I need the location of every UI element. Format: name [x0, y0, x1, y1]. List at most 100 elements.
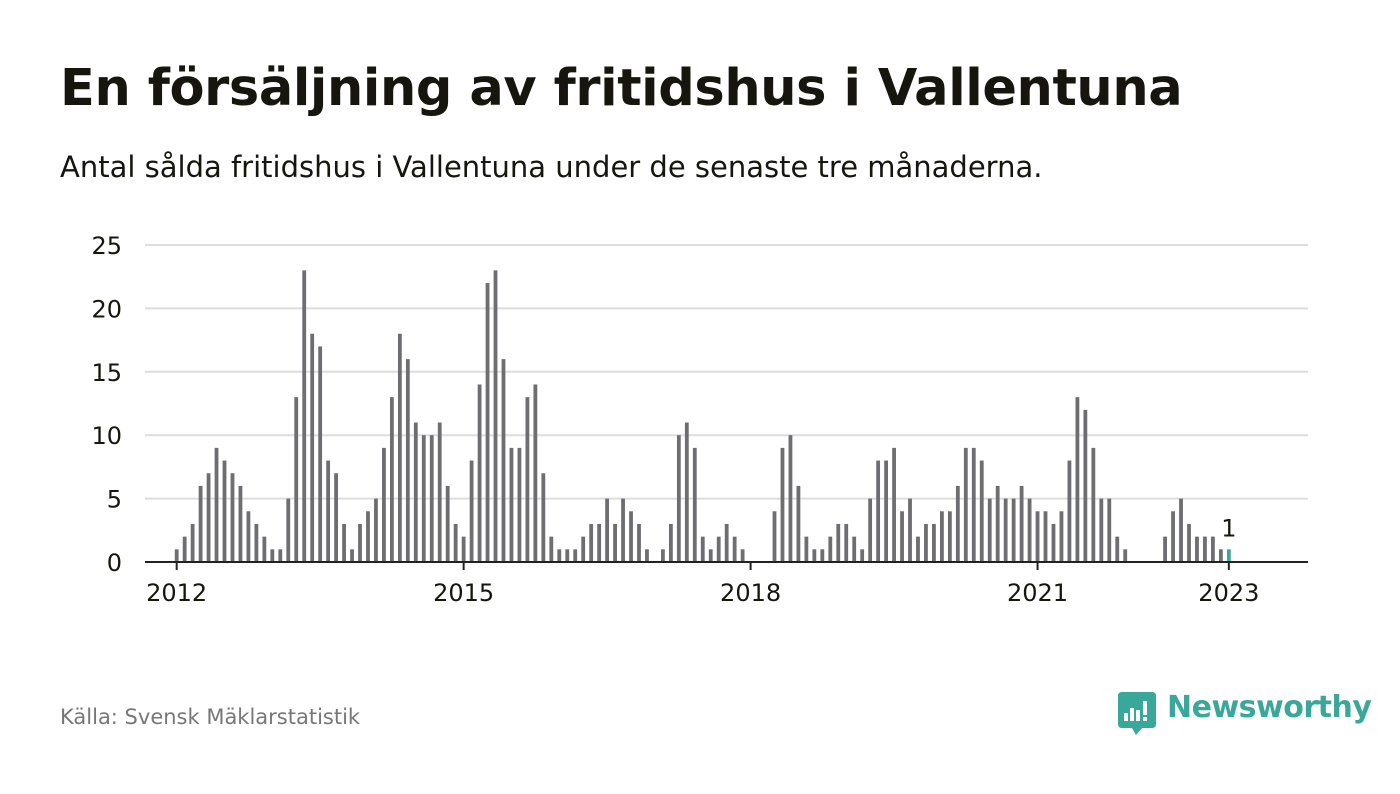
bar — [1067, 460, 1072, 562]
bar — [987, 498, 992, 562]
bar — [1083, 409, 1088, 562]
bar — [549, 536, 554, 562]
bar — [1043, 511, 1048, 562]
bar — [979, 460, 984, 562]
bar — [1115, 536, 1120, 562]
bar — [637, 523, 641, 562]
bar — [445, 485, 450, 562]
bar — [645, 549, 649, 562]
bar — [358, 523, 362, 562]
bar — [708, 549, 713, 562]
x-tick-label: 2015 — [433, 579, 494, 607]
bar — [469, 460, 474, 562]
bar — [270, 549, 275, 562]
bar — [716, 536, 721, 562]
bar — [780, 447, 785, 562]
bar — [668, 523, 673, 562]
bar — [453, 523, 458, 562]
bar — [509, 447, 514, 562]
bar — [389, 397, 394, 562]
bar — [613, 523, 617, 562]
x-tick-label: 2021 — [1007, 579, 1068, 607]
bar — [955, 485, 960, 562]
source-note: Källa: Svensk Mäklarstatistik — [60, 705, 361, 729]
bar — [573, 549, 578, 562]
bar — [796, 485, 801, 562]
bar — [405, 359, 410, 562]
bar — [397, 333, 402, 562]
bar — [860, 549, 865, 562]
bar — [517, 447, 522, 562]
bar — [437, 422, 442, 562]
bar — [1011, 498, 1016, 562]
bar — [852, 536, 857, 562]
bar — [374, 498, 378, 562]
y-tick-label: 0 — [107, 549, 122, 577]
bar — [1075, 397, 1080, 562]
bar — [182, 536, 187, 562]
bar — [868, 498, 873, 562]
bar — [366, 511, 370, 562]
bar — [836, 523, 841, 562]
bar — [174, 549, 179, 562]
bar — [597, 523, 602, 562]
bar — [1163, 536, 1167, 562]
bar — [1171, 511, 1175, 562]
bar — [1003, 498, 1008, 562]
bar — [302, 270, 307, 562]
bar — [804, 536, 809, 562]
bar — [876, 460, 881, 562]
bar — [254, 523, 259, 562]
bar — [947, 511, 952, 562]
bar — [1226, 549, 1231, 562]
bar — [892, 447, 896, 562]
bar — [525, 397, 530, 562]
bar — [382, 447, 386, 562]
bar — [908, 498, 912, 562]
data-label: 1 — [1221, 514, 1236, 542]
bar — [350, 549, 354, 562]
bar — [916, 536, 920, 562]
bar — [1099, 498, 1104, 562]
y-tick-label: 25 — [91, 232, 122, 260]
bar — [262, 536, 267, 562]
bar — [884, 460, 888, 562]
bar — [493, 270, 498, 562]
bar — [844, 523, 849, 562]
bar — [1059, 511, 1064, 562]
bar — [971, 447, 976, 562]
bar — [963, 447, 968, 562]
x-tick-label: 2012 — [146, 579, 207, 607]
bar — [900, 511, 904, 562]
bar — [629, 511, 633, 562]
bar — [676, 435, 681, 562]
bar — [1019, 485, 1024, 562]
bar — [1195, 536, 1199, 562]
bar — [772, 511, 777, 562]
bar — [1203, 536, 1207, 562]
bar — [692, 447, 697, 562]
bar — [924, 523, 928, 562]
bar — [326, 460, 331, 562]
bar — [429, 435, 434, 562]
bar — [684, 422, 689, 562]
bar — [788, 435, 793, 562]
bar — [589, 523, 594, 562]
bar — [533, 384, 538, 562]
newsworthy-logo-text: Newsworthy — [1167, 690, 1372, 725]
bar — [190, 523, 195, 562]
bar — [541, 473, 546, 562]
bar — [740, 549, 745, 562]
bar — [812, 549, 817, 562]
bar — [230, 473, 235, 562]
bar — [732, 536, 737, 562]
bar — [1035, 511, 1040, 562]
bar — [485, 283, 490, 562]
x-tick-label: 2023 — [1198, 579, 1259, 607]
bar — [1107, 498, 1112, 562]
bar — [995, 485, 1000, 562]
bar — [700, 536, 705, 562]
bar — [198, 485, 203, 562]
bar — [1051, 523, 1056, 562]
bar — [939, 511, 944, 562]
